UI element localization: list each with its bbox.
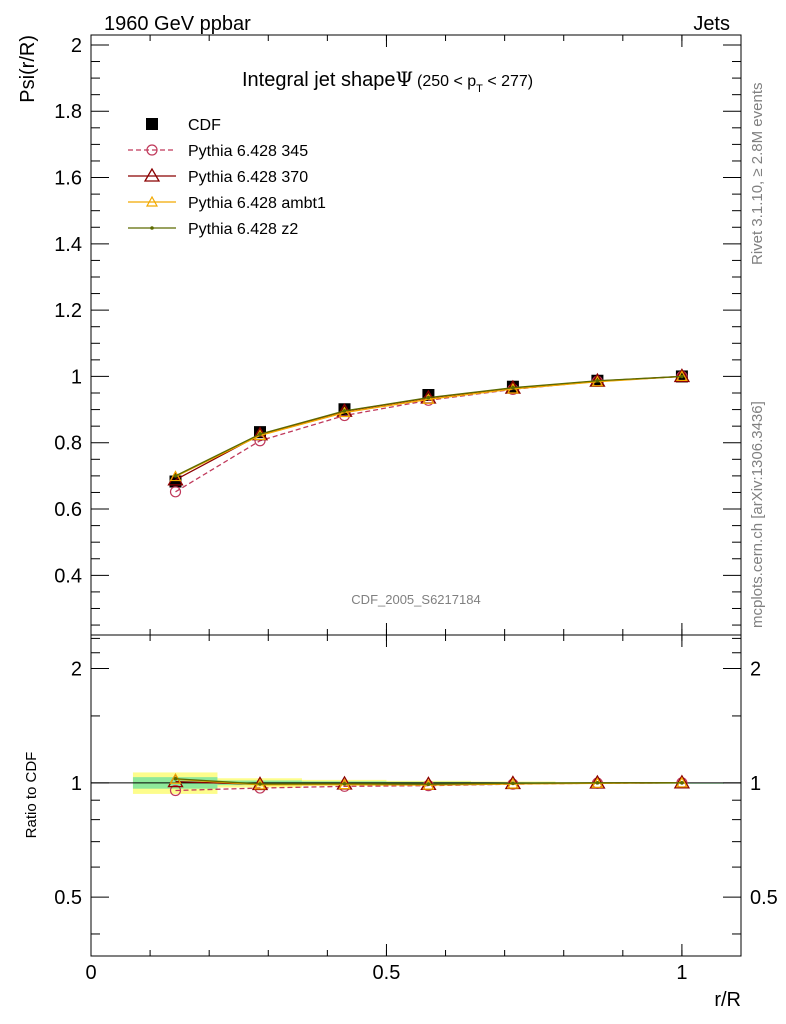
legend-marker-3 (150, 226, 154, 230)
header-left: 1960 GeV ppbar (104, 13, 251, 35)
y-tick-label-1: 0.6 (54, 499, 82, 521)
series-3-point-4 (511, 385, 515, 390)
y-tick-label-8: 2 (71, 35, 82, 57)
ratio-tick-label-right-2: 2 (750, 658, 761, 680)
legend: CDF Pythia 6.428 345 Pythia 6.428 370 Pythi… (128, 117, 326, 238)
header-right: Jets (693, 13, 730, 35)
y-tick-label-7: 1.8 (54, 101, 82, 123)
y-tick-label-4: 1.2 (54, 300, 82, 322)
legend-marker-0 (146, 144, 158, 156)
ratio-tick-label-1: 1 (71, 773, 82, 795)
y-tick-label-5: 1.4 (54, 234, 82, 256)
ratio-tick-label-right-0: 0.5 (750, 887, 778, 909)
ratio-tick-label-0: 0.5 (54, 887, 82, 909)
legend-label-2: Pythia 6.428 ambt1 (188, 195, 326, 212)
site-label: mcplots.cern.ch [arXiv:1306.3436] (749, 401, 766, 628)
series-3-point-6 (680, 374, 684, 379)
ratio-series-0-point-0 (169, 784, 182, 797)
legend-label-1: Pythia 6.428 370 (188, 169, 308, 186)
series-layer (167, 368, 691, 498)
y-axis-label: Psi(r/R) (17, 35, 39, 103)
x-tick-label-1: 0.5 (373, 962, 401, 984)
series-3-point-1 (258, 432, 262, 436)
series-2-point-0 (169, 470, 182, 482)
ratio-series-3-point-6 (680, 781, 684, 785)
legend-label-3: Pythia 6.428 z2 (188, 221, 298, 238)
y-tick-label-6: 1.6 (54, 168, 82, 190)
ratio-series-1-point-6 (673, 774, 691, 789)
series-3-point-0 (173, 474, 178, 478)
ratio-tick-label-2: 2 (71, 658, 82, 680)
ratio-y-axis-label: Ratio to CDF (23, 752, 40, 839)
series-0-point-0 (169, 486, 182, 498)
ratio-series-3-point-4 (511, 781, 515, 786)
series-1-point-6 (673, 368, 691, 383)
title-range-sub: T (476, 83, 483, 95)
legend-cdf-marker (146, 118, 158, 130)
ratio-series-3-point-1 (258, 782, 262, 786)
y-tick-label-3: 1 (71, 366, 82, 388)
legend-marker-2 (145, 195, 159, 207)
series-3-point-2 (342, 409, 347, 413)
events-label: Rivet 3.1.10, ≥ 2.8M events (749, 83, 766, 266)
legend-cdf-label: CDF (188, 117, 221, 134)
title-range-suffix: < 277) (483, 73, 533, 90)
analysis-watermark: CDF_2005_S6217184 (351, 592, 480, 607)
title-symbol: Ψ (395, 67, 413, 91)
ratio-series-layer (167, 773, 691, 797)
ratio-series-1-point-5 (589, 774, 606, 789)
ratio-series-3-point-2 (342, 781, 347, 786)
ratio-series-3-point-3 (426, 782, 431, 787)
ratio-series-3-point-0 (173, 776, 178, 781)
series-3-point-3 (426, 395, 431, 400)
y-tick-label-2: 0.8 (54, 433, 82, 455)
y-tick-label-0: 0.4 (54, 565, 82, 587)
series-3-point-5 (595, 378, 600, 383)
ratio-series-3-point-5 (595, 781, 600, 785)
ratio-plot-frame (90, 634, 742, 957)
x-axis-label: r/R (714, 989, 741, 1011)
axes: 0 0.5 1 0.4 0.6 0.8 1 1.2 1.4 1.6 1.8 2 0.5 0.5 1 1 2 2 (54, 35, 778, 984)
title-main: Integral jet shape (242, 69, 395, 91)
x-tick-label-0: 0 (85, 962, 96, 984)
ratio-tick-label-right-1: 1 (750, 773, 761, 795)
title-range-prefix: (250 < p (417, 73, 476, 90)
legend-marker-1 (143, 167, 161, 182)
chart-title: Integral jet shapeΨ (250 < pT < 277) (242, 67, 533, 95)
legend-label-0: Pythia 6.428 345 (188, 143, 308, 160)
series-2-point-3 (422, 393, 435, 404)
x-tick-label-2: 1 (676, 962, 687, 984)
